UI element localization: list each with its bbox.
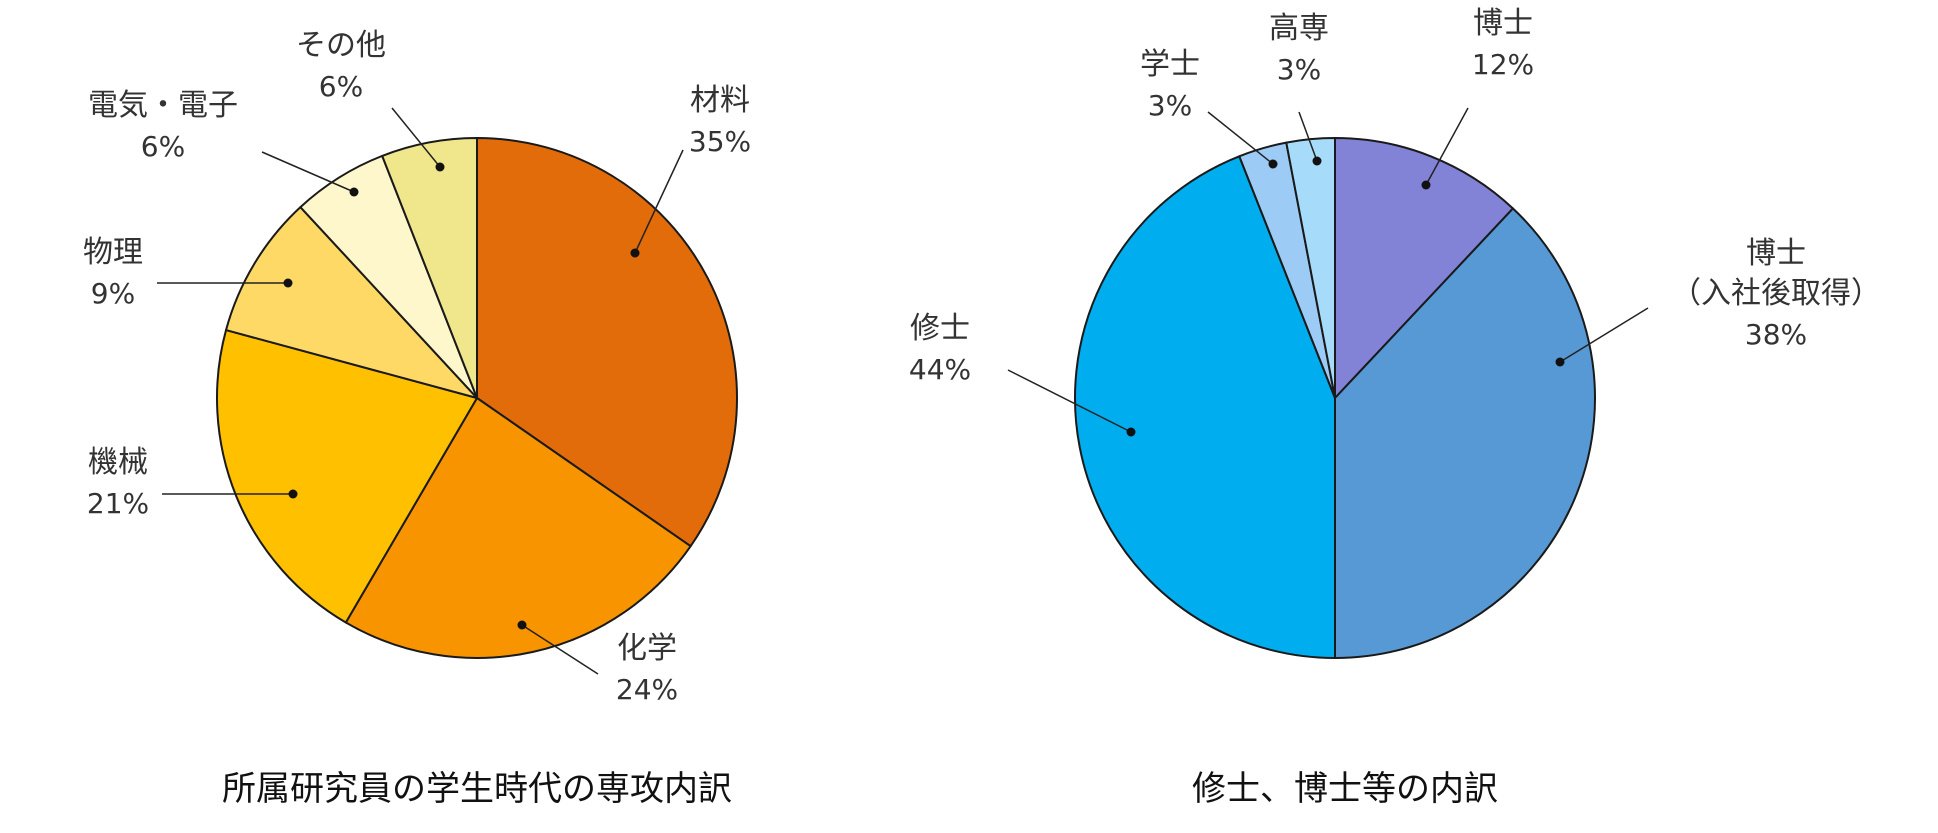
pie-1-leader-dot-2 — [1126, 427, 1136, 437]
pie-1-leader-dot-0 — [1421, 180, 1431, 190]
pie-0-slice-4-label-0: 電気・電子 — [88, 88, 238, 123]
pie-0-leader-line-4 — [261, 151, 355, 193]
pie-1-slice-2 — [1074, 155, 1336, 659]
pie-1-leader-line-2 — [1007, 369, 1132, 433]
pie-1-leader-line-4 — [1298, 111, 1318, 162]
pie-0-slice-0-label-0: 材料 — [690, 83, 750, 118]
pie-0-leader-line-0 — [634, 149, 684, 254]
pie-1-slice-1-percent: 38% — [1745, 318, 1807, 351]
left-chart-title: 所属研究員の学生時代の専攻内訳 — [222, 769, 732, 809]
pie-1-slice-4 — [1285, 137, 1336, 399]
pie-1-slice-0 — [1334, 137, 1514, 399]
pie-0-slice-1 — [344, 397, 692, 659]
pie-0-slice-3-percent: 9% — [91, 277, 135, 310]
pie-1-leader-line-1 — [1559, 307, 1649, 363]
pie-0-slice-3 — [225, 206, 478, 399]
pie-1-slice-0-label-0: 博士 — [1473, 6, 1533, 41]
pie-1-slice-1 — [1334, 207, 1596, 659]
pie-0-leader-dot-4 — [349, 187, 359, 197]
pie-0-slice-0-percent: 35% — [689, 125, 751, 158]
pie-0-slice-1-percent: 24% — [616, 673, 678, 706]
pie-0-leader-dot-1 — [517, 620, 527, 630]
pie-1-slice-1-label-1: （入社後取得） — [1671, 276, 1881, 311]
pie-0-slice-5-percent: 6% — [319, 70, 363, 103]
pie-0-leader-dot-5 — [435, 162, 445, 172]
pie-1-slice-2-label-0: 修士 — [910, 311, 970, 346]
pie-0-slice-4-percent: 6% — [141, 130, 185, 163]
pie-0-slice-5-label-0: その他 — [296, 28, 386, 63]
pie-1-slice-0-percent: 12% — [1472, 48, 1534, 81]
pie-1-slice-3-percent: 3% — [1148, 89, 1192, 122]
pie-1-leader-dot-4 — [1312, 156, 1322, 166]
pie-1-leader-line-0 — [1425, 107, 1469, 186]
pie-0-leader-line-5 — [391, 107, 441, 168]
pie-0-slice-5 — [381, 137, 478, 399]
pie-1-slice-2-percent: 44% — [909, 353, 971, 386]
pie-0-slice-2 — [216, 329, 478, 624]
pie-0-slice-2-label-0: 機械 — [88, 445, 148, 480]
pie-0-slice-0 — [476, 137, 738, 548]
right-chart-title: 修士、博士等の内訳 — [1192, 769, 1498, 809]
pie-1-slice-4-percent: 3% — [1277, 53, 1321, 86]
pie-0-leader-dot-2 — [288, 489, 298, 499]
pie-1-slice-3-label-0: 学士 — [1140, 47, 1200, 82]
pie-1-leader-line-3 — [1207, 111, 1274, 165]
pie-0-slice-2-percent: 21% — [87, 487, 149, 520]
pie-1-slice-4-label-0: 高専 — [1269, 11, 1329, 46]
pie-1-leader-dot-1 — [1555, 357, 1565, 367]
pie-1-leader-dot-3 — [1268, 159, 1278, 169]
pie-0-leader-dot-3 — [283, 278, 293, 288]
pie-1-slice-1-label-0: 博士 — [1746, 236, 1806, 271]
pie-0-slice-1-label-0: 化学 — [617, 631, 677, 666]
pie-0-slice-3-label-0: 物理 — [83, 235, 143, 270]
pie-0-leader-dot-0 — [630, 248, 640, 258]
pie-0-leader-line-1 — [521, 624, 599, 675]
